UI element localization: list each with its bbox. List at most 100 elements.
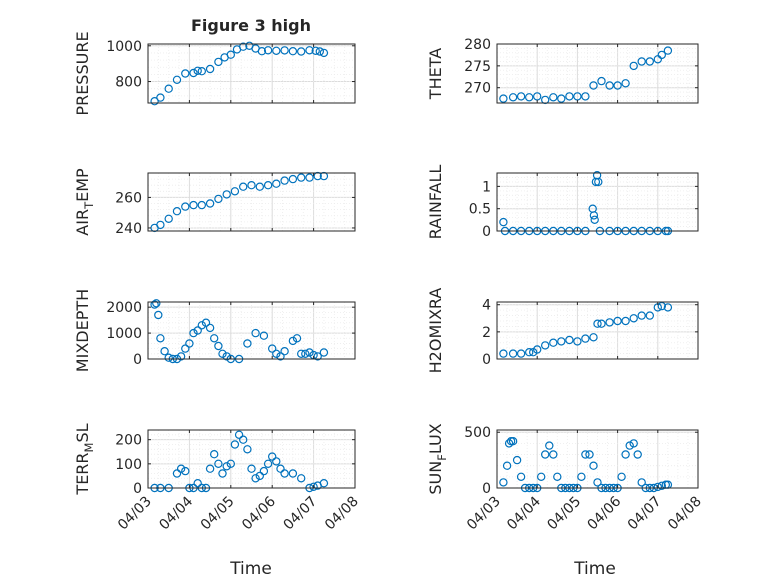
data-point: [280, 347, 289, 356]
subplot-air-temp: 240 260 AIRTEMP: [73, 168, 356, 237]
y-axis-label: H2OMIXRA: [426, 288, 445, 374]
data-point: [613, 316, 622, 326]
data-point: [172, 469, 182, 478]
data-point: [185, 339, 194, 348]
y-tick-label: 100: [115, 457, 142, 473]
y-tick-label: 1000: [106, 326, 142, 342]
data-point: [255, 471, 264, 481]
data-point: [189, 200, 198, 210]
data-point: [234, 430, 244, 439]
data-point: [557, 337, 566, 346]
data-point: [181, 344, 190, 353]
data-point: [508, 93, 518, 102]
y-tick-label: 240: [115, 221, 142, 237]
y-axis-label: TERRMSL: [73, 423, 96, 495]
ylabel-part: EMP: [73, 168, 92, 202]
subplot-h2omixra: 0 2 4 H2OMIXRA: [426, 288, 699, 374]
data-point: [315, 47, 324, 56]
data-point: [197, 200, 206, 210]
data-point: [637, 311, 646, 320]
y-axis-label: SUNFLUX: [426, 423, 449, 494]
data-point: [205, 464, 215, 473]
data-point: [305, 348, 314, 357]
data-point: [629, 314, 638, 323]
y-axis-label: RAINFALL: [426, 165, 445, 240]
data-point: [272, 349, 281, 358]
data-point: [508, 437, 518, 446]
data-point: [226, 459, 235, 468]
data-point: [663, 46, 673, 55]
data-point: [214, 459, 223, 468]
data-point: [613, 81, 622, 90]
data-point: [156, 334, 165, 343]
ylabel-subscript: F: [435, 454, 449, 461]
data-point: [181, 202, 190, 211]
data-point: [193, 66, 202, 76]
data-point: [617, 472, 626, 481]
data-point: [637, 57, 646, 66]
data-point: [516, 92, 526, 101]
data-point: [301, 349, 310, 358]
data-point: [268, 344, 277, 353]
data-point: [633, 450, 642, 459]
y-tick-label: 0: [482, 352, 491, 368]
data-point: [263, 180, 273, 190]
data-point: [172, 206, 182, 216]
data-point: [297, 474, 306, 483]
data-point: [637, 478, 646, 487]
y-tick-label: 275: [464, 59, 491, 75]
y-tick-label: 800: [115, 75, 142, 91]
data-point: [502, 461, 512, 470]
data-point: [222, 190, 231, 199]
data-point: [164, 84, 173, 93]
data-point: [263, 46, 273, 55]
x-axis-label-left: Time: [229, 559, 272, 579]
data-point: [565, 335, 574, 345]
data-point: [181, 466, 190, 476]
figure-title: Figure 3 high: [191, 16, 311, 35]
data-point: [205, 199, 215, 208]
data-point: [189, 68, 198, 78]
data-point: [280, 469, 289, 478]
data-point: [230, 440, 240, 449]
axes-box: [147, 429, 356, 489]
y-tick-label: 0.5: [469, 202, 491, 218]
data-point: [499, 478, 508, 487]
data-point: [214, 341, 223, 351]
data-point: [537, 472, 546, 481]
data-point: [657, 50, 667, 60]
data-point: [645, 57, 655, 66]
data-point: [597, 76, 606, 86]
data-point: [625, 441, 634, 450]
data-point: [525, 93, 534, 102]
data-point: [629, 61, 638, 71]
data-point: [297, 173, 306, 182]
data-point: [272, 179, 281, 188]
data-point: [288, 469, 298, 478]
data-point: [533, 345, 542, 354]
ylabel-part: AIR: [73, 209, 92, 236]
data-point: [197, 321, 206, 330]
data-point: [251, 474, 260, 483]
y-axis-label: AIRTEMP: [73, 168, 96, 236]
data-point: [172, 75, 182, 85]
data-point: [288, 47, 298, 56]
data-point: [605, 81, 614, 90]
y-axis-label: PRESSURE: [73, 31, 92, 115]
data-point: [255, 182, 264, 191]
y-tick-label: 0: [133, 481, 142, 497]
data-point: [499, 217, 508, 227]
data-point: [499, 349, 508, 358]
y-axis-label: MIXDEPTH: [73, 289, 92, 372]
data-point: [590, 215, 599, 224]
data-point: [305, 46, 314, 55]
data-point: [629, 439, 638, 448]
data-point: [512, 455, 522, 465]
data-point: [541, 450, 550, 459]
data-point: [272, 457, 281, 466]
data-point: [247, 464, 256, 473]
data-point: [549, 93, 558, 102]
data-point: [259, 331, 269, 340]
data-point: [189, 328, 198, 338]
